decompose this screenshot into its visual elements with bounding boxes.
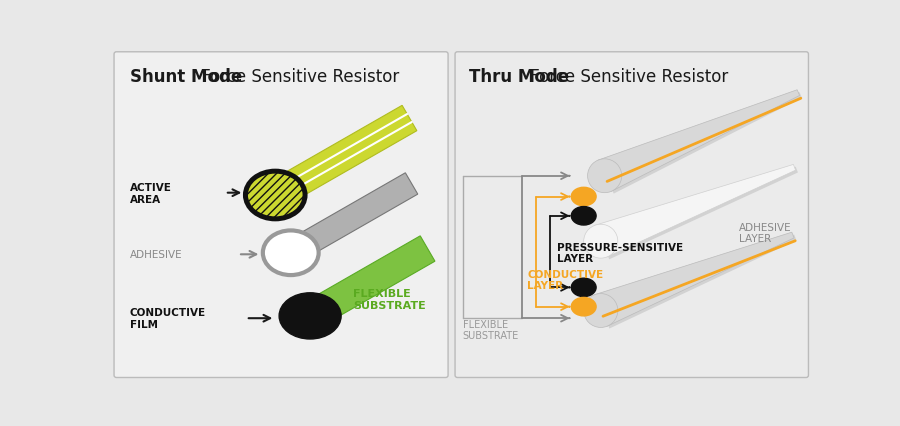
Text: CONDUCTIVE: CONDUCTIVE bbox=[527, 269, 603, 279]
Polygon shape bbox=[595, 165, 796, 257]
Ellipse shape bbox=[263, 231, 319, 276]
Text: CONDUCTIVE: CONDUCTIVE bbox=[130, 307, 206, 317]
Text: PRESSURE-SENSITIVE: PRESSURE-SENSITIVE bbox=[556, 242, 683, 252]
Text: Shunt Mode: Shunt Mode bbox=[130, 67, 242, 86]
FancyBboxPatch shape bbox=[455, 53, 808, 377]
Text: FILM: FILM bbox=[130, 320, 158, 330]
Text: FLEXIBLE: FLEXIBLE bbox=[353, 288, 410, 298]
Text: LAYER: LAYER bbox=[556, 253, 593, 264]
Ellipse shape bbox=[588, 159, 622, 193]
FancyBboxPatch shape bbox=[114, 53, 448, 377]
Polygon shape bbox=[597, 167, 798, 260]
Polygon shape bbox=[302, 236, 435, 329]
Ellipse shape bbox=[572, 279, 596, 297]
Text: ACTIVE: ACTIVE bbox=[130, 183, 171, 193]
Text: SUBSTRATE: SUBSTRATE bbox=[463, 331, 519, 340]
Ellipse shape bbox=[279, 293, 341, 339]
Text: ADHESIVE: ADHESIVE bbox=[739, 223, 791, 233]
Polygon shape bbox=[595, 233, 794, 326]
Text: Thru Mode: Thru Mode bbox=[469, 67, 569, 86]
Text: AREA: AREA bbox=[130, 194, 161, 204]
Polygon shape bbox=[600, 93, 802, 194]
Polygon shape bbox=[597, 235, 796, 329]
Text: LAYER: LAYER bbox=[527, 280, 563, 291]
Ellipse shape bbox=[572, 298, 596, 316]
Text: LAYER: LAYER bbox=[739, 233, 771, 244]
Text: Force Sensitive Resistor: Force Sensitive Resistor bbox=[525, 67, 728, 86]
Text: SUBSTRATE: SUBSTRATE bbox=[353, 300, 426, 311]
Text: ADHESIVE: ADHESIVE bbox=[130, 250, 182, 260]
Ellipse shape bbox=[247, 173, 304, 219]
Ellipse shape bbox=[584, 294, 617, 328]
Ellipse shape bbox=[572, 207, 596, 225]
Polygon shape bbox=[598, 91, 799, 192]
Ellipse shape bbox=[572, 188, 596, 206]
Text: Force Sensitive Resistor: Force Sensitive Resistor bbox=[196, 67, 400, 86]
Polygon shape bbox=[284, 173, 418, 264]
Polygon shape bbox=[268, 106, 417, 208]
Text: FLEXIBLE: FLEXIBLE bbox=[463, 320, 508, 330]
Ellipse shape bbox=[584, 225, 617, 259]
